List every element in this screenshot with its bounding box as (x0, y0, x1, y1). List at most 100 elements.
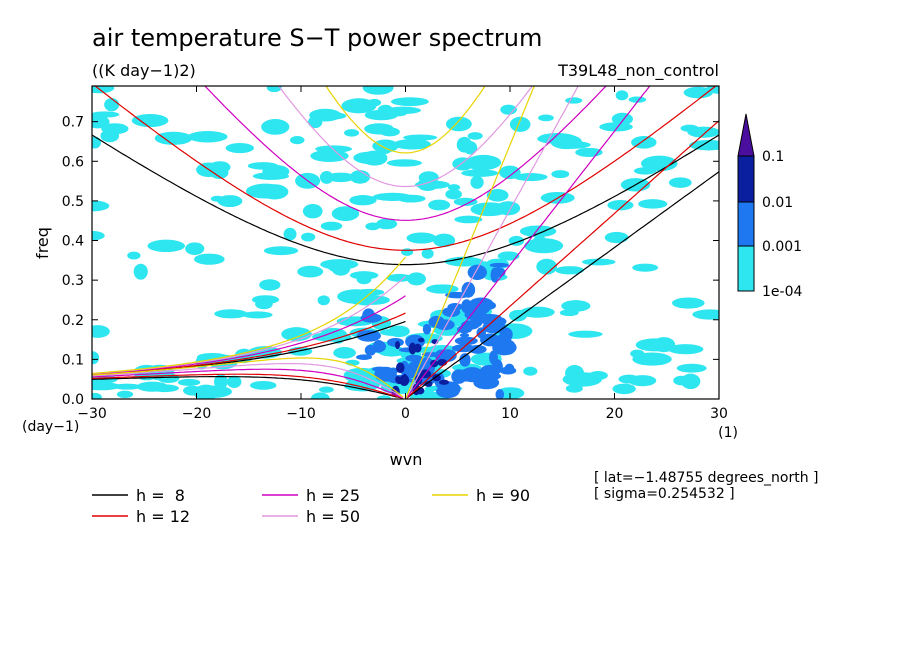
power-contour (459, 353, 471, 367)
power-contour (209, 161, 231, 174)
legend-label: h = 8 (136, 486, 185, 505)
power-contour (133, 263, 148, 280)
power-contour (519, 225, 557, 238)
y-tick-label: 0.0 (62, 392, 84, 408)
power-contour (104, 98, 120, 112)
power-contour (356, 273, 372, 285)
power-contour (92, 325, 110, 338)
power-contour (565, 365, 585, 381)
power-contour (320, 221, 343, 231)
y-tick-label: 0.5 (62, 194, 84, 210)
power-contour (263, 246, 299, 256)
power-contour (439, 349, 457, 362)
y-axis: 0.0 0.1 0.2 0.3 0.4 0.5 0.6 0.7 (62, 115, 719, 408)
x-tick-label: −30 (77, 406, 107, 422)
power-contour (251, 295, 280, 305)
power-contour (402, 373, 408, 384)
power-contour (555, 266, 585, 275)
dispersion-curve (92, 373, 404, 399)
dispersion-curve (92, 376, 404, 399)
power-contour (422, 388, 435, 399)
power-contour (225, 142, 254, 154)
power-contour (428, 315, 445, 328)
power-contour (408, 342, 417, 355)
power-contour (266, 86, 282, 93)
power-contour (379, 329, 406, 336)
power-contour (536, 258, 558, 275)
power-contour (461, 169, 499, 177)
power-contour (379, 127, 400, 137)
power-contour (417, 337, 425, 343)
power-contour (437, 359, 448, 366)
power-contour (422, 323, 432, 335)
power-contour (185, 242, 205, 255)
power-contour (318, 386, 334, 393)
power-contour (618, 374, 640, 384)
power-contour (426, 284, 459, 294)
power-contour (214, 374, 228, 390)
y-axis-label: freq (33, 227, 52, 259)
power-contour (640, 155, 678, 172)
power-contour (372, 192, 413, 201)
power-contour (372, 340, 387, 353)
power-contour (461, 281, 476, 298)
power-contour (367, 98, 382, 107)
power-contour (445, 116, 472, 132)
chart-units: ((K day−1)2) (92, 61, 196, 80)
power-contour (210, 195, 225, 202)
x-tick-label: 30 (710, 406, 728, 422)
power-contour (250, 380, 277, 390)
power-contour (442, 306, 461, 317)
power-contour (260, 184, 289, 200)
dispersion-curve (92, 312, 406, 376)
run-label: T39L48_non_control (557, 61, 719, 81)
power-contour (428, 199, 451, 211)
power-contour (386, 273, 413, 282)
dispersion-curve (325, 86, 486, 154)
power-contour (92, 136, 101, 149)
dispersion-curve (277, 86, 534, 188)
power-contour (668, 344, 704, 355)
power-contour (283, 227, 297, 241)
dispersion-curve (92, 357, 404, 398)
colorbar-label: 0.1 (762, 149, 784, 165)
power-contour (612, 383, 636, 395)
power-contour (504, 363, 515, 374)
power-contour (632, 263, 659, 272)
power-contour (281, 327, 312, 342)
power-contour (680, 124, 699, 132)
dispersion-curve (94, 86, 717, 251)
power-contour (214, 309, 248, 319)
power-contour (683, 86, 713, 99)
power-contour (299, 268, 318, 277)
power-contour (453, 197, 478, 206)
power-contour (454, 215, 483, 224)
colorbar-label: 0.001 (762, 239, 802, 255)
power-contour (226, 375, 242, 388)
power-contour (371, 366, 388, 372)
power-contour (494, 338, 515, 351)
power-contour (652, 337, 676, 353)
x-axis-label: wvn (390, 450, 423, 469)
power-contour (456, 136, 472, 153)
power-contour (638, 199, 668, 209)
dispersion-curve (405, 171, 719, 399)
power-contour (470, 175, 484, 189)
dispersion-curve (204, 86, 607, 221)
power-contour (513, 173, 548, 182)
power-contour (356, 354, 372, 361)
colorbar-tip (737, 113, 755, 157)
power-contour (376, 395, 392, 399)
legend-label: h = 90 (476, 486, 530, 505)
power-contour (92, 115, 110, 129)
power-contour (177, 378, 201, 386)
power-contour (395, 341, 401, 350)
x-tick-label: −20 (182, 406, 212, 422)
power-contour (432, 374, 441, 382)
power-contour (486, 189, 509, 202)
dispersion-curve (92, 256, 406, 374)
x-tick-label: 0 (401, 406, 410, 422)
power-contour (604, 231, 629, 244)
plot-area (92, 86, 719, 399)
